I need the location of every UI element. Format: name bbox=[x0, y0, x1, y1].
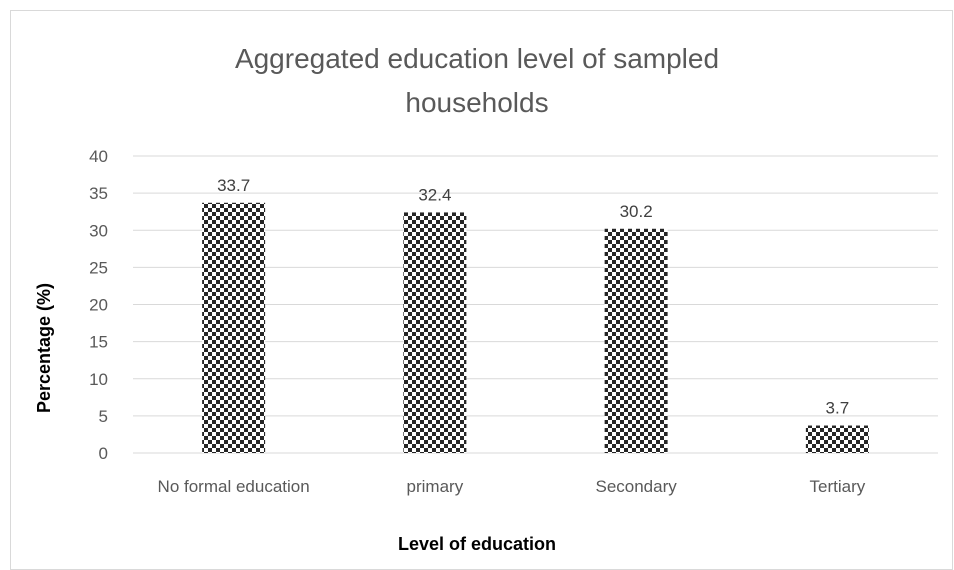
y-tick-label: 40 bbox=[89, 147, 108, 166]
x-tick-label: Tertiary bbox=[810, 477, 866, 496]
bars bbox=[202, 202, 869, 453]
bar bbox=[403, 212, 467, 453]
bar bbox=[604, 228, 668, 453]
data-label: 33.7 bbox=[217, 176, 250, 195]
y-tick-label: 5 bbox=[99, 407, 108, 426]
bar bbox=[202, 202, 266, 453]
data-label: 3.7 bbox=[826, 399, 850, 418]
y-tick-label: 25 bbox=[89, 258, 108, 277]
data-labels: 33.7 32.4 30.2 3.7 bbox=[217, 176, 849, 418]
chart-frame bbox=[10, 10, 953, 570]
y-tick-label: 20 bbox=[89, 296, 108, 315]
y-tick-label: 30 bbox=[89, 221, 108, 240]
x-tick-label: Secondary bbox=[595, 477, 677, 496]
data-label: 30.2 bbox=[620, 202, 653, 221]
y-tick-label: 15 bbox=[89, 333, 108, 352]
chart-title-line-1: Aggregated education level of sampled bbox=[235, 43, 719, 74]
chart-title-line-2: households bbox=[405, 87, 548, 118]
x-axis-title: Level of education bbox=[398, 534, 556, 554]
x-tick-label: primary bbox=[407, 477, 464, 496]
x-tick-label: No formal education bbox=[158, 477, 310, 496]
y-axis-title: Percentage (%) bbox=[34, 283, 54, 413]
y-tick-label: 35 bbox=[89, 184, 108, 203]
bar bbox=[805, 425, 869, 453]
y-tick-label: 10 bbox=[89, 370, 108, 389]
y-tick-label: 0 bbox=[99, 444, 108, 463]
gridlines bbox=[133, 155, 938, 454]
data-label: 32.4 bbox=[418, 185, 451, 204]
x-axis-tick-labels: No formal education primary Secondary Terti… bbox=[158, 477, 866, 496]
y-axis-tick-labels: 0 5 10 15 20 25 30 35 40 bbox=[89, 147, 108, 463]
